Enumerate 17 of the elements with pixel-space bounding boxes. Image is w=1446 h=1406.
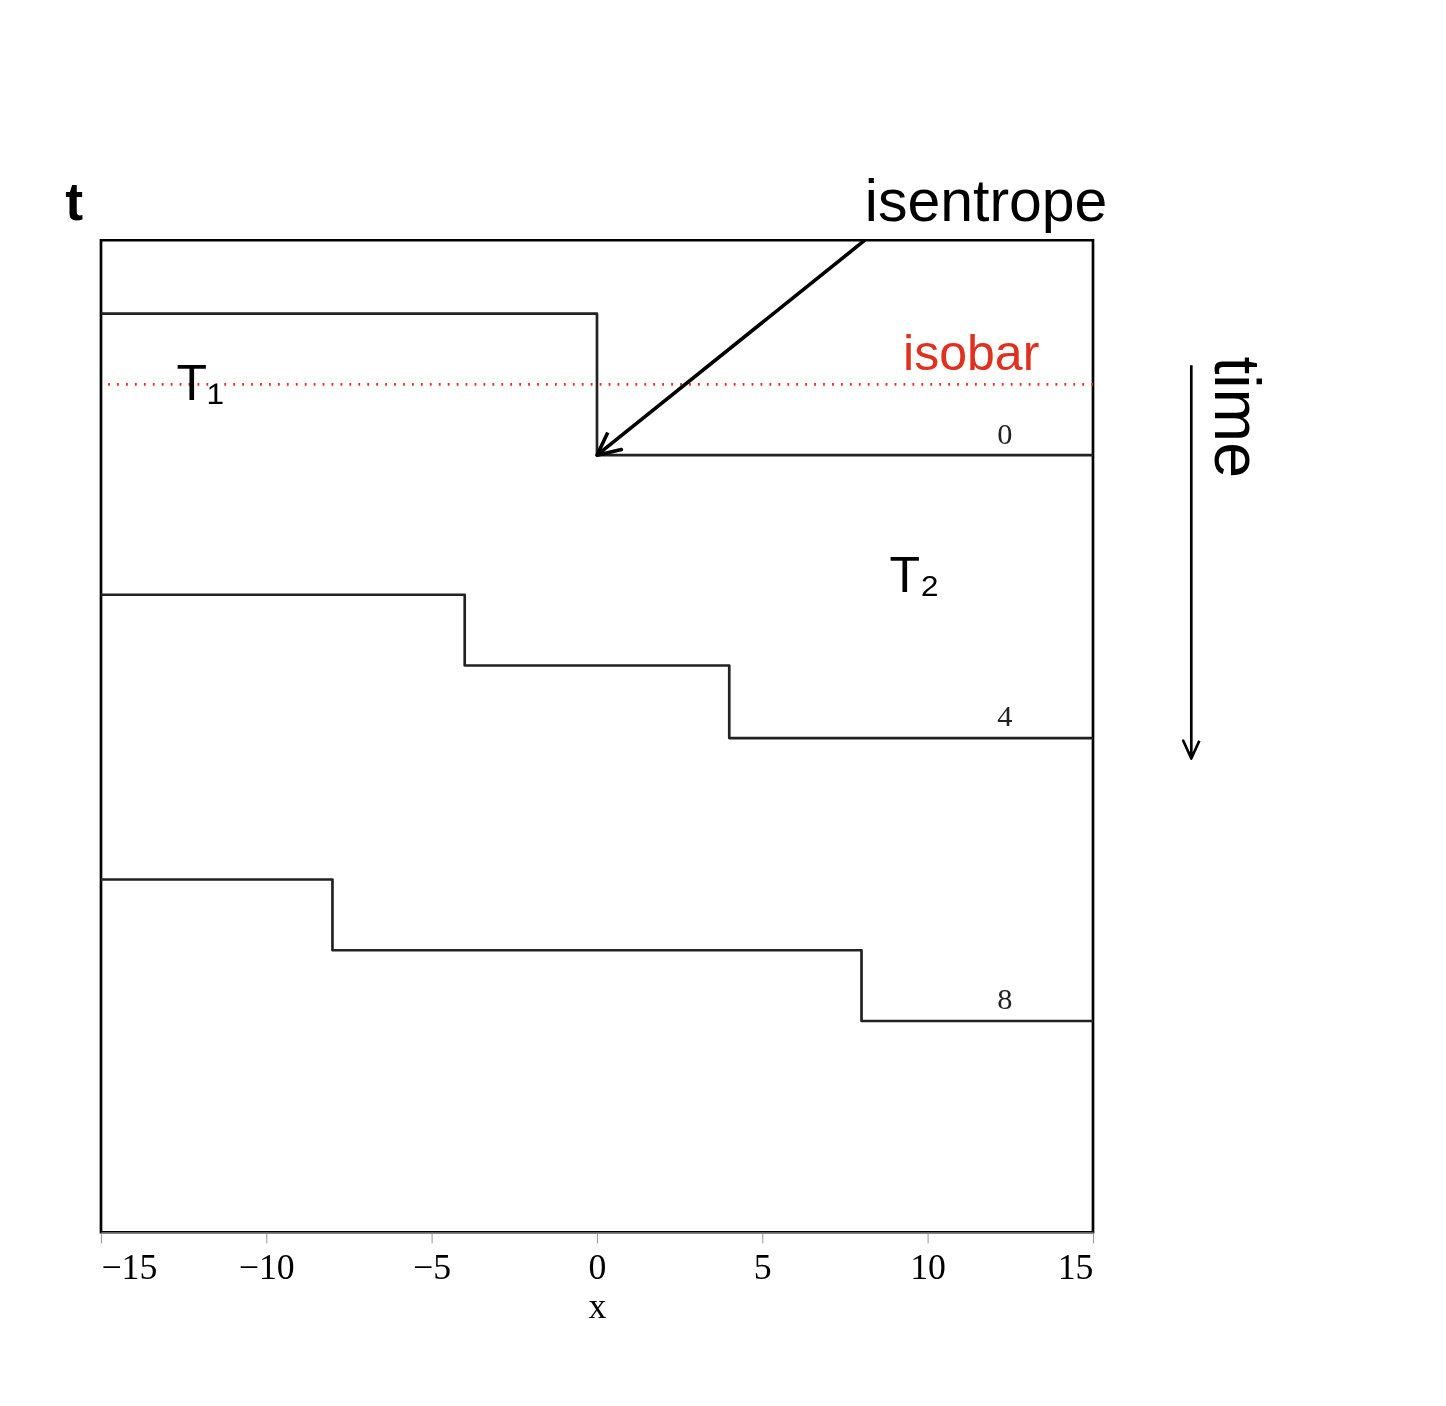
series-label: 8 (997, 982, 1013, 1017)
x-tick-label: 5 (753, 1247, 772, 1288)
x-tick-label: −10 (238, 1247, 295, 1288)
x-tick-label: 15 (1057, 1247, 1094, 1288)
annotation: T₂ (889, 546, 940, 603)
text: time (1201, 356, 1274, 478)
ref-line-label: isobar (903, 325, 1040, 382)
x-tick-label: −15 (101, 1247, 158, 1288)
annotation: T₁ (176, 354, 224, 411)
x-tick-label: −5 (413, 1247, 452, 1288)
text: isentrope (864, 167, 1108, 233)
y-axis-title: t (65, 170, 84, 231)
series-label: 0 (997, 416, 1013, 451)
x-tick-label: 0 (588, 1247, 607, 1288)
x-tick-label: 10 (910, 1247, 946, 1288)
series-label: 4 (997, 699, 1013, 734)
x-axis-title: x (588, 1286, 607, 1327)
